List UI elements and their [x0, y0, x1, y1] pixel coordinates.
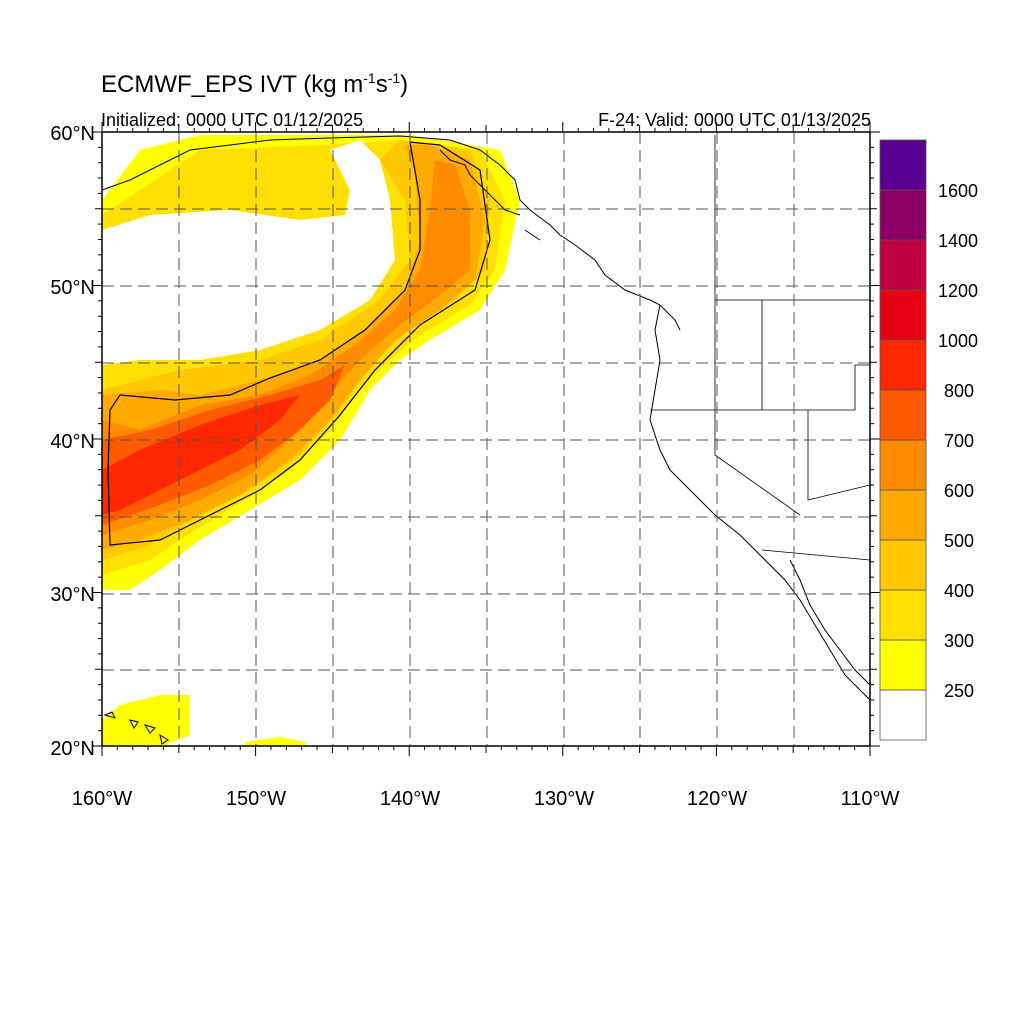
colorbar-box-11 — [879, 139, 927, 191]
colorbar-box-9 — [879, 239, 927, 291]
lon-label-150: 150°W — [226, 788, 286, 810]
colorbar-box-1 — [879, 639, 927, 691]
ivt-800-core — [102, 395, 300, 515]
cb-label-300: 300 — [944, 631, 974, 651]
canada-coast — [559, 234, 681, 331]
cb-label-1600: 1600 — [938, 181, 978, 201]
colorbar-box-3 — [879, 539, 927, 591]
ivt-low-hole — [102, 140, 395, 365]
ivt-250-south — [245, 737, 305, 746]
graticule — [102, 132, 870, 746]
bc-islands — [439, 149, 541, 241]
baja-coast — [789, 559, 870, 686]
colorbar-box-8 — [879, 289, 927, 341]
colorbar-box-0 — [879, 689, 927, 741]
lat-label-40: 40°N — [50, 431, 95, 453]
colorbar-box-4 — [879, 489, 927, 541]
lat-label-50: 50°N — [50, 277, 95, 299]
cb-label-250: 250 — [944, 681, 974, 701]
cb-label-700: 700 — [944, 431, 974, 451]
ivt-250-hawaii — [102, 695, 190, 745]
lon-label-140: 140°W — [380, 788, 440, 810]
map-title: ECMWF_EPS IVT (kg m-1s-1) — [101, 70, 409, 98]
lat-label-30: 30°N — [50, 584, 95, 606]
colorbar-box-5 — [879, 439, 927, 491]
coastlines — [102, 135, 870, 745]
us-west-coast — [649, 304, 870, 701]
lat-labels: 60°N 50°N 40°N 30°N 20°N — [50, 123, 95, 760]
colorbar-labels: 250 300 400 500 600 700 800 1000 1200 14… — [938, 181, 978, 701]
hawaii-islands — [103, 711, 169, 745]
init-time: Initialized: 0000 UTC 01/12/2025 — [101, 110, 364, 130]
cb-label-500: 500 — [944, 531, 974, 551]
colorbar-box-10 — [879, 189, 927, 241]
cb-label-1000: 1000 — [938, 331, 978, 351]
colorbar-box-2 — [879, 589, 927, 641]
alaska-coast — [102, 135, 561, 236]
colorbar-box-7 — [879, 339, 927, 391]
cb-label-1400: 1400 — [938, 231, 978, 251]
cb-label-400: 400 — [944, 581, 974, 601]
lon-label-130: 130°W — [534, 788, 594, 810]
lon-labels: 160°W 150°W 140°W 130°W 120°W 110°W — [72, 788, 900, 810]
cb-label-600: 600 — [944, 481, 974, 501]
valid-time: F-24: Valid: 0000 UTC 01/13/2025 — [598, 110, 871, 130]
lat-label-20: 20°N — [50, 738, 95, 760]
cb-label-1200: 1200 — [938, 281, 978, 301]
lon-label-160: 160°W — [72, 788, 132, 810]
state-boundaries — [650, 135, 870, 561]
lat-label-60: 60°N — [50, 123, 95, 145]
lon-label-120: 120°W — [687, 788, 747, 810]
colorbar — [879, 139, 927, 741]
axis-ticks — [92, 122, 880, 756]
colorbar-box-6 — [879, 389, 927, 441]
cb-label-800: 800 — [944, 381, 974, 401]
lon-label-110: 110°W — [841, 788, 900, 810]
